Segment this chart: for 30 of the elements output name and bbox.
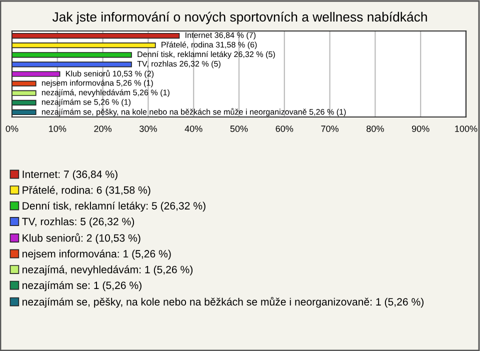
legend-label: nezajímám se: 1 (5,26 %)	[22, 281, 142, 292]
data-label: Internet 36,84 % (7)	[186, 32, 256, 40]
legend-label: Denní tisk, reklamní letáky: 5 (26,32 %)	[22, 202, 206, 212]
x-tick-label: 40%	[184, 126, 202, 132]
data-label: nejsem informována 5,26 % (1)	[42, 80, 153, 88]
data-label: nezajímá, nevyhledávám 5,26 % (1)	[42, 89, 170, 97]
legend-label: nezajímám se, pěšky, na kole nebo na běžkách se může i neorganizovaně: 1 (5,26 %)	[22, 296, 424, 308]
data-label: nezajímám se 5,26 % (1)	[42, 98, 130, 106]
legend-label: nejsem informována: 1 (5,26 %)	[22, 250, 171, 260]
legend-label: Přátelé, rodina: 6 (31,58 %)	[22, 186, 150, 196]
x-tick-label: 80%	[366, 126, 384, 132]
x-tick-label: 20%	[94, 126, 112, 132]
legend-label: Internet: 7 (36,84 %)	[22, 170, 118, 180]
legend-label: TV, rozhlas: 5 (26,32 %)	[22, 218, 134, 228]
x-tick-label: 0%	[6, 126, 18, 132]
data-label: Přátelé, rodina 31,58 % (6)	[162, 42, 257, 50]
x-tick-label: 50%	[230, 126, 248, 132]
x-tick-label: 90%	[412, 126, 430, 132]
x-tick-label: 60%	[276, 126, 294, 132]
data-label: Denní tisk, reklamní letáky 26,32 % (5)	[138, 51, 275, 59]
legend-label: Klub seniorů: 2 (10,53 %)	[22, 233, 140, 244]
chart-title: Jak jste informování o nových sportovních a wellness nabídkách	[52, 12, 427, 24]
data-label: Klub seniorů 10,53 % (2)	[66, 70, 154, 78]
x-tick-label: 30%	[140, 126, 157, 132]
x-tick-label: 70%	[321, 126, 339, 132]
data-label: TV, rozhlas 26,32 % (5)	[137, 60, 220, 68]
data-label: nezajímám se, pěšky, na kole nebo na běžkách se může i neorganizovaně 5,26 % (1)	[42, 108, 346, 116]
x-tick-label: 10%	[49, 126, 66, 132]
legend-label: nezajímá, nevyhledávám: 1 (5,26 %)	[22, 265, 192, 276]
x-tick-label: 100%	[455, 126, 478, 132]
